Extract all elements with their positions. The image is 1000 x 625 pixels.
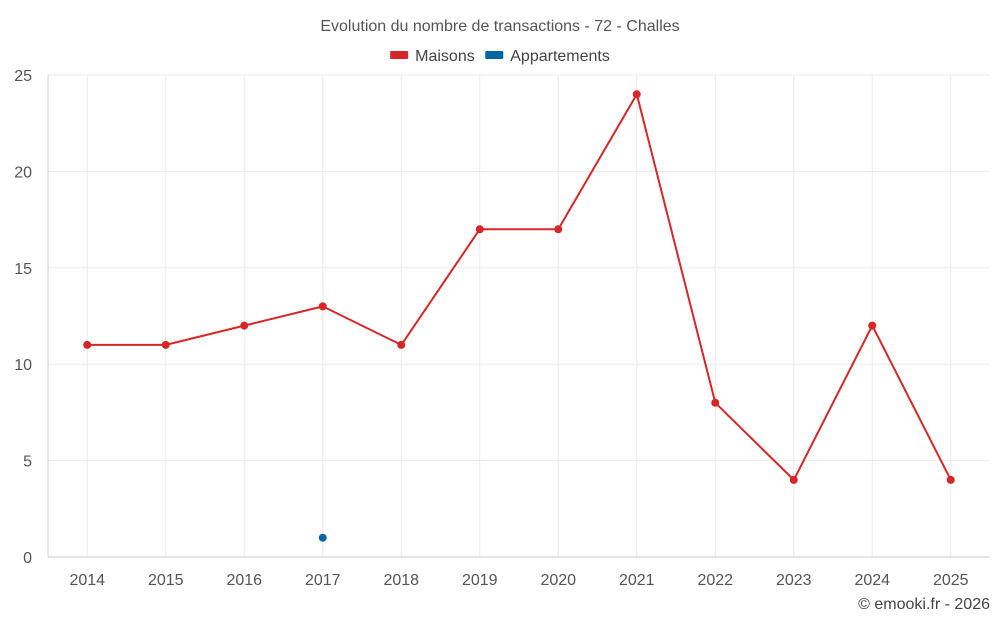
- data-point-maisons[interactable]: [83, 340, 92, 349]
- legend-swatch: [390, 51, 409, 59]
- x-tick-label: 2022: [697, 572, 733, 589]
- x-tick-label: 2020: [540, 572, 576, 589]
- series-layer: [83, 90, 955, 542]
- legend-item-maisons[interactable]: Maisons: [390, 48, 475, 65]
- legend-label: Maisons: [415, 48, 475, 65]
- chart-legend[interactable]: Maisons Appartements: [390, 48, 610, 65]
- data-point-maisons[interactable]: [475, 225, 484, 234]
- credit-text: © emooki.fr - 2026: [858, 596, 990, 613]
- data-point-maisons[interactable]: [789, 475, 798, 484]
- legend-swatch: [485, 51, 504, 59]
- data-point-maisons[interactable]: [868, 321, 877, 330]
- x-tick-label: 2015: [148, 572, 184, 589]
- x-tick-label: 2014: [69, 572, 105, 589]
- grid-lines: [48, 74, 990, 557]
- y-tick-label: 25: [14, 68, 32, 85]
- data-point-maisons[interactable]: [946, 475, 955, 484]
- x-tick-label: 2019: [462, 572, 498, 589]
- data-point-maisons[interactable]: [632, 90, 641, 99]
- data-point-appartements[interactable]: [318, 533, 327, 542]
- data-point-maisons[interactable]: [240, 321, 249, 330]
- data-point-maisons[interactable]: [554, 225, 563, 234]
- data-point-maisons[interactable]: [711, 398, 720, 407]
- x-tick-label: 2018: [383, 572, 419, 589]
- data-point-maisons[interactable]: [318, 302, 327, 311]
- x-tick-label: 2023: [776, 572, 812, 589]
- x-tick-label: 2024: [854, 572, 890, 589]
- y-tick-label: 20: [14, 164, 32, 181]
- series-line-maisons: [87, 93, 952, 481]
- legend-label: Appartements: [510, 48, 610, 65]
- data-point-maisons[interactable]: [397, 340, 406, 349]
- x-tick-label: 2025: [933, 572, 969, 589]
- data-point-maisons[interactable]: [161, 340, 170, 349]
- y-tick-label: 0: [23, 550, 32, 567]
- x-tick-label: 2016: [226, 572, 262, 589]
- x-tick-label: 2017: [305, 572, 341, 589]
- x-tick-label: 2021: [619, 572, 655, 589]
- y-tick-label: 15: [14, 261, 32, 278]
- y-tick-label: 10: [14, 357, 32, 374]
- chart-title: Evolution du nombre de transactions - 72…: [320, 18, 679, 35]
- legend-item-appartements[interactable]: Appartements: [485, 48, 610, 65]
- y-tick-label: 5: [23, 454, 32, 471]
